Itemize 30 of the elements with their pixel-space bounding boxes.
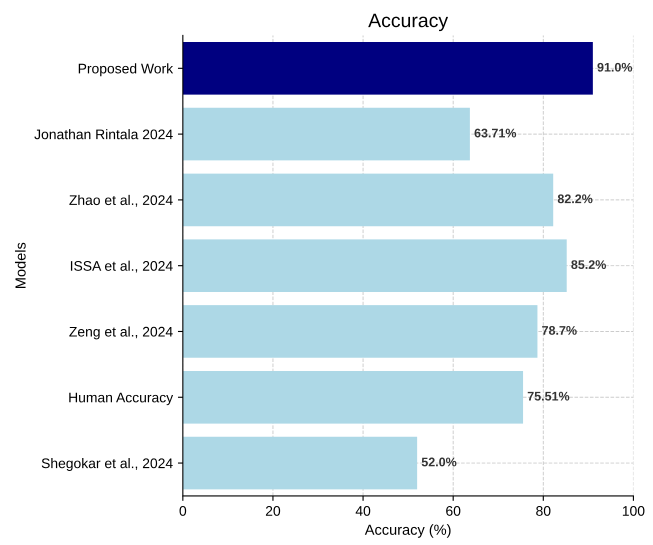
x-tick-label: 100: [622, 506, 644, 516]
data-label: 63.71%: [474, 128, 516, 138]
x-tick-label: 60: [446, 506, 460, 516]
x-tick-label: 0: [180, 506, 186, 516]
data-label: 82.2%: [558, 194, 592, 204]
x-axis-title: Accuracy (%): [364, 524, 451, 538]
y-tick-label: Zeng et al., 2024: [69, 326, 173, 340]
data-label: 78.7%: [542, 326, 577, 335]
bar: [182, 436, 418, 490]
data-label: 91.0%: [597, 62, 632, 72]
chart-title: Accuracy: [368, 14, 448, 32]
bar: [182, 305, 538, 358]
x-tick-label: 80: [536, 506, 550, 516]
y-tick-label: Jonathan Rintala 2024: [34, 129, 173, 140]
bar: [182, 239, 567, 292]
bar: [182, 108, 470, 160]
x-tick-label: 40: [356, 506, 370, 516]
y-axis-title: Models: [14, 242, 26, 288]
bar: [182, 174, 554, 226]
data-label: 75.51%: [528, 392, 570, 401]
y-tick-label: Human Accuracy: [69, 392, 174, 406]
bar: [182, 42, 593, 95]
y-tick-label: Shegokar et al., 2024: [42, 458, 173, 471]
x-tick-label: 20: [266, 506, 280, 516]
data-label: 85.2%: [571, 260, 606, 270]
y-tick-label: Proposed Work: [78, 63, 174, 76]
data-label: 52.0%: [422, 458, 456, 466]
y-tick-label: Zhao et al., 2024: [69, 194, 173, 207]
y-tick-label: ISSA et al., 2024: [70, 260, 173, 272]
bar: [182, 370, 524, 424]
